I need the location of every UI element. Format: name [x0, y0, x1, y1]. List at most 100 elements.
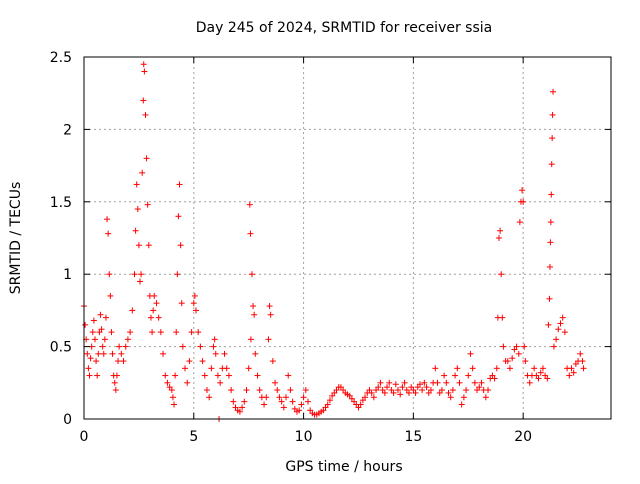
data-point [90, 317, 97, 324]
data-point [298, 401, 305, 408]
grid [84, 57, 611, 419]
data-point [127, 329, 134, 336]
data-point [177, 242, 184, 249]
data-point [458, 401, 465, 408]
data-point [496, 235, 503, 241]
data-point [370, 394, 377, 401]
data-point [248, 271, 255, 278]
data-point [445, 389, 452, 396]
data-point [100, 350, 107, 357]
data-point [441, 372, 448, 379]
data-point [498, 271, 505, 278]
data-point [283, 394, 290, 401]
data-point [175, 213, 182, 220]
data-point [531, 365, 538, 372]
data-point [324, 401, 331, 408]
data-point [519, 187, 526, 194]
data-point [86, 372, 93, 379]
data-point [555, 326, 562, 333]
data-point [143, 155, 150, 162]
data-point [397, 391, 404, 398]
data-point [469, 365, 476, 372]
data-point [172, 372, 179, 379]
data-point [99, 343, 106, 350]
data-point [109, 350, 116, 357]
data-point [98, 326, 105, 333]
data-point [549, 135, 556, 142]
x-tick-label: 10 [295, 429, 313, 445]
data-point [577, 350, 584, 357]
data-point [132, 227, 139, 234]
data-point [230, 398, 237, 405]
data-point [559, 314, 566, 321]
data-point [105, 230, 112, 237]
data-point [223, 365, 230, 372]
data-point [384, 384, 391, 391]
data-point [236, 408, 243, 415]
data-point [250, 303, 257, 310]
data-point [509, 355, 516, 362]
data-point [201, 372, 208, 379]
data-point [221, 350, 228, 357]
data-point [504, 358, 511, 365]
data-point [225, 372, 232, 379]
data-point [272, 379, 279, 386]
data-point [176, 181, 183, 188]
data-point [91, 336, 98, 343]
data-point [251, 311, 258, 318]
data-point [399, 384, 406, 391]
data-point [493, 365, 500, 372]
data-point [95, 350, 102, 357]
data-point [278, 398, 285, 405]
data-point [547, 239, 554, 246]
data-point [214, 372, 221, 379]
x-tick-label: 15 [404, 429, 422, 445]
data-point [520, 198, 527, 205]
data-point [478, 379, 485, 386]
data-point [203, 387, 210, 394]
data-point [381, 389, 388, 396]
data-point [84, 350, 91, 357]
data-point [482, 394, 489, 401]
data-point [186, 358, 193, 365]
data-point [557, 320, 564, 327]
data-point [516, 219, 523, 226]
data-point [131, 271, 138, 278]
data-point [182, 365, 189, 372]
data-point [535, 375, 542, 382]
data-point [460, 394, 467, 401]
data-point [243, 387, 250, 394]
data-point [386, 379, 393, 386]
data-point [162, 372, 169, 379]
data-point [153, 300, 160, 307]
data-point [274, 387, 281, 394]
data-point [239, 404, 246, 411]
data-point [164, 379, 171, 386]
y-tick-label: 2 [63, 122, 72, 138]
data-point [390, 389, 397, 396]
data-point [174, 271, 181, 278]
x-tick-label: 5 [189, 429, 198, 445]
data-point [118, 350, 125, 357]
data-point [521, 343, 528, 350]
data-point [395, 387, 402, 394]
data-point [94, 372, 101, 379]
data-point [135, 242, 142, 249]
data-point [256, 387, 263, 394]
data-point [419, 387, 426, 394]
data-point [443, 379, 450, 386]
data-points [81, 61, 587, 422]
data-point [491, 375, 498, 382]
data-point [289, 398, 296, 405]
y-tick-label: 0.5 [50, 340, 72, 356]
x-tick-label: 20 [514, 429, 532, 445]
data-point [173, 329, 180, 336]
data-point [421, 379, 428, 386]
data-point [188, 329, 195, 336]
data-point [142, 111, 149, 118]
data-point [276, 394, 283, 401]
data-point [476, 384, 483, 391]
data-point [513, 343, 520, 350]
data-point [434, 379, 441, 386]
